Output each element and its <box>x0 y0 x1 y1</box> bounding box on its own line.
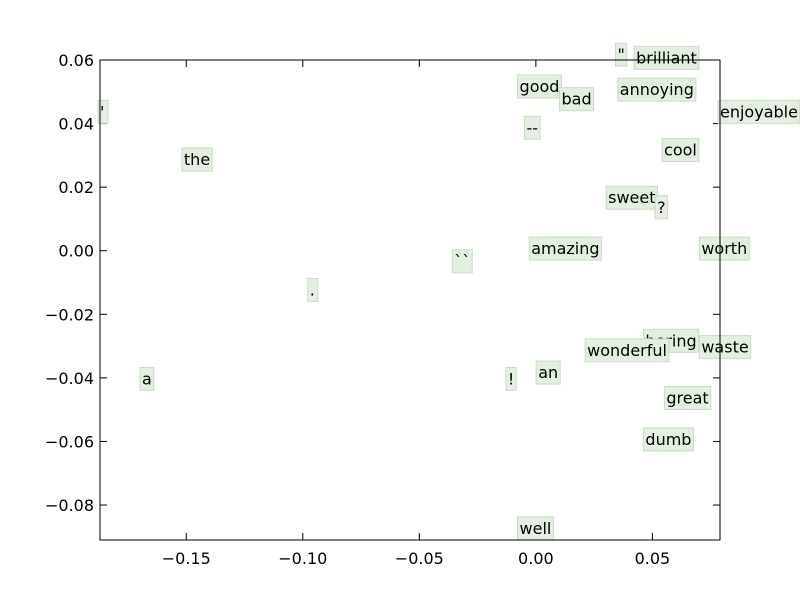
word-label-box <box>633 45 700 70</box>
word-point: well <box>517 516 554 541</box>
word-label-box <box>559 87 595 112</box>
word-label-box <box>451 249 473 274</box>
y-tick-label: 0.02 <box>58 178 94 197</box>
word-point: bad <box>559 87 595 112</box>
y-tick-label: −0.08 <box>45 496 94 515</box>
word-label: the <box>184 150 210 169</box>
word-point: the <box>181 147 213 172</box>
word-label: bad <box>562 90 592 109</box>
word-label: wonderful <box>587 341 667 360</box>
word-point: cool <box>661 138 700 163</box>
word-label-box <box>528 236 603 261</box>
word-label: " <box>617 45 624 64</box>
word-label-box <box>614 42 628 67</box>
y-tick-label: −0.06 <box>45 432 94 451</box>
y-tick-label: −0.02 <box>45 305 94 324</box>
word-label-box <box>505 366 517 391</box>
word-label: worth <box>701 239 747 258</box>
word-label-box <box>584 338 670 363</box>
word-label-box <box>654 195 669 220</box>
y-tick-label: −0.04 <box>45 369 94 388</box>
word-label: brilliant <box>636 48 697 67</box>
word-point: a <box>139 366 155 391</box>
word-point: ! <box>505 366 517 391</box>
word-point: ? <box>654 195 669 220</box>
word-point: good <box>517 74 562 99</box>
word-label: waste <box>701 338 748 357</box>
word-point: wonderful <box>584 338 670 363</box>
word-point: annoying <box>617 77 697 102</box>
word-point: `` <box>451 249 473 274</box>
word-point: " <box>614 42 628 67</box>
word-label-box <box>307 277 319 302</box>
word-label-box <box>181 147 213 172</box>
word-label: sweet <box>608 188 655 207</box>
word-label: good <box>520 77 560 96</box>
y-tick-label: 0.00 <box>58 242 94 261</box>
word-label-box <box>517 74 562 99</box>
word-label: a <box>142 369 152 388</box>
plot-area <box>100 60 720 540</box>
x-tick-label: 0.05 <box>635 549 671 568</box>
word-label-box <box>663 385 712 410</box>
word-point: brilliant <box>633 45 700 70</box>
word-label: enjoyable <box>720 102 798 121</box>
word-label: cool <box>664 141 697 160</box>
x-tick-label: −0.15 <box>162 549 211 568</box>
word-label-box <box>97 99 109 124</box>
word-label-box <box>698 335 752 360</box>
plot-frame <box>99 59 721 541</box>
word-point: waste <box>698 335 752 360</box>
word-point: great <box>663 385 712 410</box>
word-label: `` <box>454 252 470 271</box>
word-label: an <box>538 363 558 382</box>
word-point: -- <box>524 115 541 140</box>
word-label: amazing <box>531 239 599 258</box>
x-tick-label: −0.05 <box>395 549 444 568</box>
word-label-box <box>617 77 697 102</box>
word-label: annoying <box>620 80 694 99</box>
word-label: dumb <box>645 430 691 449</box>
word-label-box <box>661 138 700 163</box>
word-label: ! <box>508 369 514 388</box>
word-point: . <box>307 277 319 302</box>
word-point: dumb <box>642 427 694 452</box>
word-label-box <box>524 115 541 140</box>
axis-ticks: −0.15 −0.10 −0.05 0.00 0.05 0.06 0.04 0.02 0.00 −… <box>45 51 720 568</box>
word-label: . <box>310 280 315 299</box>
word-point: worth <box>698 236 750 261</box>
word-label-box <box>535 360 561 385</box>
y-tick-label: 0.06 <box>58 51 94 70</box>
word-point: enjoyable <box>717 99 800 124</box>
word-label-box <box>139 366 155 391</box>
word-point: an <box>535 360 561 385</box>
word-label: ' <box>100 102 104 121</box>
x-tick-label: −0.10 <box>278 549 327 568</box>
word-label-box <box>642 427 694 452</box>
word-label: well <box>520 519 552 538</box>
word-point: sweet <box>605 185 659 210</box>
word-point: ' <box>97 99 109 124</box>
word-label: -- <box>527 118 539 137</box>
word-label: great <box>666 388 708 407</box>
y-tick-label: 0.04 <box>58 115 94 134</box>
word-label-box <box>698 236 750 261</box>
word-label: ? <box>657 198 666 217</box>
x-tick-label: 0.00 <box>518 549 554 568</box>
word-point: amazing <box>528 236 603 261</box>
